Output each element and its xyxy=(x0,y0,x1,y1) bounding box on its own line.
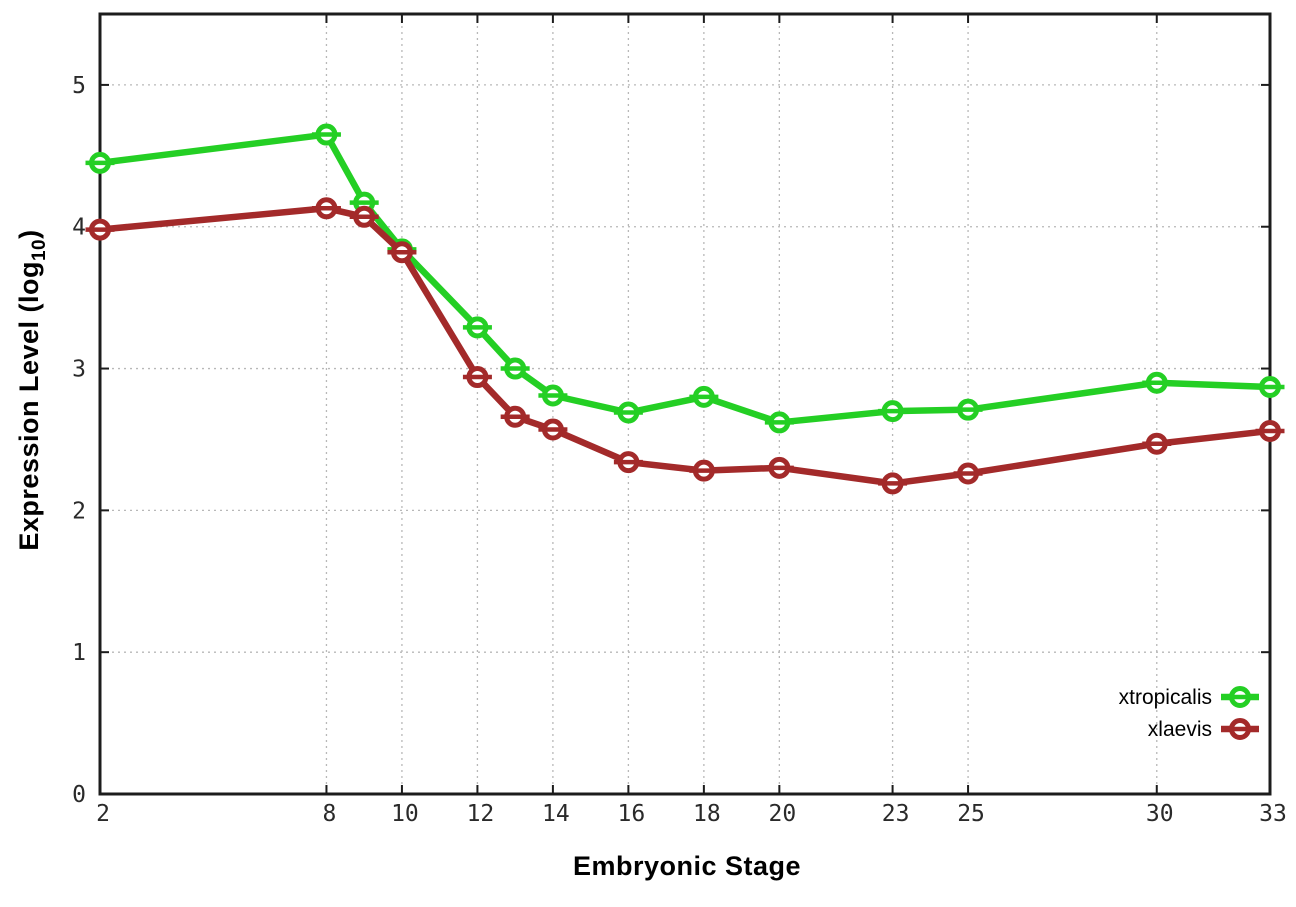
x-tick-label: 10 xyxy=(391,801,419,827)
series-xtropicalis xyxy=(85,123,1285,434)
x-tick-label: 33 xyxy=(1259,801,1287,827)
legend-label-xtropicalis: xtropicalis xyxy=(1119,686,1212,709)
x-tick-label: 30 xyxy=(1146,801,1174,827)
x-tick-label: 23 xyxy=(882,801,910,827)
y-tick-label: 1 xyxy=(72,640,86,666)
x-tick-label: 16 xyxy=(618,801,646,827)
xlaevis-line xyxy=(96,205,1274,487)
legend: xtropicalis xlaevis xyxy=(1119,686,1259,741)
x-tick-label: 20 xyxy=(769,801,797,827)
legend-label-xlaevis: xlaevis xyxy=(1148,718,1212,741)
x-tick-label: 25 xyxy=(957,801,985,827)
xtropicalis-line xyxy=(96,131,1274,426)
x-tick-label: 8 xyxy=(323,801,337,827)
x-tick-label: 14 xyxy=(542,801,570,827)
y-tick-label: 0 xyxy=(72,782,86,808)
x-axis-title: Embryonic Stage xyxy=(573,851,801,881)
plot-border xyxy=(98,12,1272,796)
legend-entry-xtropicalis: xtropicalis xyxy=(1119,686,1259,709)
y-tick-label: 2 xyxy=(72,498,86,524)
x-tick-label: 12 xyxy=(467,801,495,827)
x-tick-label: 2 xyxy=(96,801,110,827)
y-axis-title: Expression Level (log10) xyxy=(14,229,50,550)
series xyxy=(85,123,1285,495)
x-tick-label: 18 xyxy=(693,801,721,827)
y-tick-label: 3 xyxy=(72,357,86,383)
series-xlaevis xyxy=(85,197,1285,495)
y-tick-label: 4 xyxy=(72,215,86,241)
y-tick-label: 5 xyxy=(72,73,86,99)
legend-entry-xlaevis: xlaevis xyxy=(1148,718,1259,741)
